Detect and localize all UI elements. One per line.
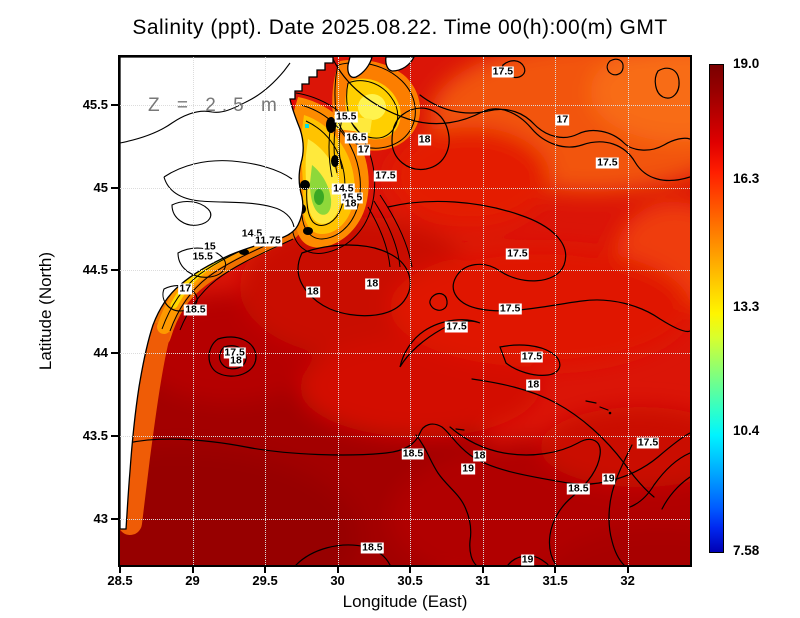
contour-label: 18: [417, 133, 432, 146]
x-axis-tick-label: 29: [185, 573, 200, 588]
grid-line-horizontal: [120, 518, 690, 520]
contour-label: 15.5: [340, 191, 364, 204]
depth-annotation: Z = 2.5 m: [148, 95, 283, 116]
x-axis-tick-label: 32: [620, 573, 635, 588]
contour-label: 15: [203, 240, 217, 253]
contour-label: 14.5: [332, 182, 355, 195]
y-axis-tick-label: 44: [93, 345, 108, 361]
contour-label: 18: [526, 378, 541, 391]
colorbar-tick-label: 7.58: [733, 543, 760, 558]
contour-label: 18.5: [567, 482, 590, 495]
contour-label: 18.5: [361, 541, 384, 554]
contour-label: 17: [555, 113, 570, 126]
grid-line-horizontal: [120, 353, 690, 355]
contour-label: 11.75: [254, 234, 282, 247]
colorbar-tick-label: 10.4: [733, 422, 760, 438]
x-axis-tick: [626, 566, 629, 573]
islet: [385, 57, 415, 72]
river-mouth-cell: [305, 124, 309, 128]
contour-label: 17.5: [520, 349, 544, 363]
contour-label: 17.5: [374, 169, 397, 182]
y-axis-tick-label: 43.5: [82, 427, 108, 443]
x-axis-tick-label: 31.5: [542, 573, 568, 588]
contour-label: 18.5: [401, 447, 425, 460]
colorbar-tick-label: 19.0: [733, 56, 760, 71]
contour-label: 16.5: [345, 131, 368, 144]
x-axis-tick-label: 28.5: [107, 573, 133, 588]
y-axis-tick-label: 44.5: [82, 262, 108, 278]
contour-label: 17: [178, 282, 193, 295]
x-axis-tick-label: 30: [330, 573, 345, 588]
y-axis-title: Latitude (North): [36, 251, 55, 371]
grid-line-vertical: [337, 57, 339, 565]
y-axis-tick: [111, 269, 118, 272]
grid-line-vertical: [410, 57, 412, 565]
contour-label: 17.5: [506, 247, 529, 260]
contour-label: 17.5: [636, 436, 660, 449]
x-axis-tick: [554, 566, 557, 573]
x-axis-tick: [119, 566, 121, 573]
grid-line-horizontal: [120, 435, 690, 437]
contour-label: 17.5: [596, 156, 619, 169]
y-axis-tick: [111, 103, 118, 106]
grid-line-vertical: [265, 57, 267, 565]
contour-label: 19: [520, 553, 535, 566]
grid-line-vertical: [482, 57, 484, 565]
contour-label: 17: [356, 143, 371, 156]
colorbar-tick-label: 16.3: [733, 171, 760, 187]
y-axis-tick: [111, 434, 118, 437]
contour-label: 17.5: [445, 320, 468, 333]
contour-label: 19: [461, 462, 475, 475]
contour-label: 14.5: [240, 227, 264, 240]
x-axis-tick: [191, 566, 194, 573]
x-axis-tick: [264, 566, 267, 573]
contour-label: 17.5: [498, 302, 522, 315]
contour-label: 18: [229, 354, 243, 367]
x-axis-tick-label: 30.5: [397, 573, 423, 588]
contour-label: 17.5: [223, 346, 246, 359]
x-axis-tick-label: 29.5: [252, 573, 278, 588]
colorbar: [709, 64, 724, 553]
x-axis-tick: [336, 566, 339, 573]
y-axis-tick: [111, 186, 118, 189]
x-axis-tick-label: 31: [475, 573, 490, 588]
contour-label: 18: [472, 449, 487, 462]
contour-label: 15.5: [191, 250, 214, 263]
grid-line-horizontal: [120, 187, 690, 189]
y-axis-tick: [111, 517, 118, 520]
contour-label: 18: [365, 277, 380, 290]
islet: [347, 57, 373, 79]
contour-label: 17.5: [491, 65, 515, 78]
contour-label: 18: [306, 285, 320, 298]
contour-label: 18.5: [184, 303, 207, 316]
contour-label: 18: [343, 197, 358, 210]
y-axis-tick-label: 43: [93, 510, 108, 526]
contour-label: 19: [601, 472, 616, 485]
x-axis-tick: [481, 566, 484, 573]
contour-label: 15.5: [335, 110, 358, 123]
colorbar-tick-label: 13.3: [733, 299, 760, 315]
contour-lines: [120, 57, 690, 565]
grid-line-horizontal: [120, 104, 690, 106]
salinity-field-shading: [120, 57, 690, 565]
y-axis-tick-label: 45: [93, 179, 108, 195]
figure-title: Salinity (ppt). Date 2025.08.22. Time 00…: [132, 16, 668, 39]
y-axis-tick-label: 45.5: [82, 96, 108, 112]
grid-line-horizontal: [120, 270, 690, 272]
salinity-map: [120, 57, 690, 565]
x-axis-title: Longitude (East): [342, 592, 468, 611]
grid-line-vertical: [555, 57, 557, 565]
x-axis-tick: [409, 566, 412, 573]
grid-line-vertical: [627, 57, 629, 565]
y-axis-tick: [111, 352, 118, 355]
